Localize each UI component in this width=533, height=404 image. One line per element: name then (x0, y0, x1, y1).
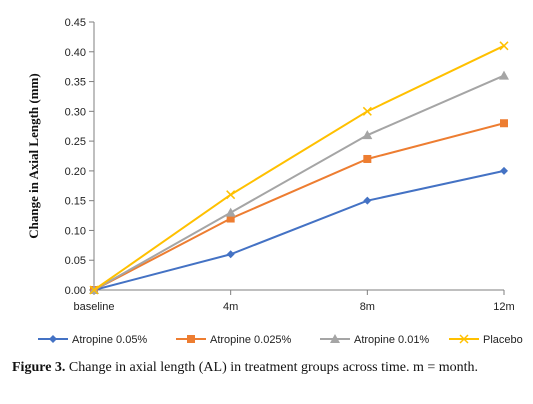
legend-marker (459, 334, 469, 344)
legend-label: Placebo (483, 334, 523, 346)
series-4-point (226, 190, 236, 200)
series-1-point (226, 250, 235, 259)
series-3-line (93, 74, 505, 291)
y-tick-label: 0.35 (65, 77, 86, 89)
figure-caption: Figure 3. Change in axial length (AL) in… (12, 359, 524, 376)
legend-marker (49, 335, 57, 343)
y-tick-label: 0.10 (65, 225, 86, 237)
y-tick-label: 0.45 (65, 17, 86, 29)
series-4-point (362, 106, 372, 116)
x-tick-label: 4m (223, 301, 238, 313)
series-1-point (363, 196, 372, 205)
y-tick-label: 0.20 (65, 166, 86, 178)
figure-caption-text: Change in axial length (AL) in treatment… (68, 360, 479, 375)
series-2-line (93, 122, 505, 291)
x-tick-label: 8m (360, 301, 375, 313)
series-4-line (93, 44, 505, 291)
legend-marker (330, 334, 340, 343)
legend-marker (187, 335, 195, 343)
y-tick-label: 0.25 (65, 136, 86, 148)
line-chart: 0.00 0.05 0.10 0.15 0.20 0.25 0.30 0.35 0.40 0.45… (26, 17, 523, 346)
series-3-point (499, 70, 509, 80)
x-tick-label: 12m (493, 301, 514, 313)
legend-label: Atropine 0.05% (72, 334, 147, 346)
figure-label: Figure 3. (12, 360, 66, 375)
y-axis-title: Change in Axial Length (mm) (26, 73, 41, 238)
y-tick-label: 0.40 (65, 47, 86, 59)
series-1-point (500, 166, 508, 175)
series-1-line (93, 169, 505, 291)
series-3-point (225, 207, 236, 217)
series-2-point (500, 119, 508, 128)
series-4-point (89, 285, 99, 295)
x-tick-label: baseline (74, 301, 115, 313)
series-3-point (362, 130, 373, 140)
y-tick-label: 0.00 (65, 285, 86, 297)
series-2-point (226, 214, 235, 223)
y-tick-label: 0.15 (65, 196, 86, 208)
legend-label: Atropine 0.025% (210, 334, 292, 346)
series-2-point (363, 154, 372, 163)
series-4-point (499, 41, 509, 51)
y-tick-label: 0.30 (65, 106, 86, 118)
legend-label: Atropine 0.01% (354, 334, 429, 346)
y-tick-label: 0.05 (65, 255, 86, 267)
